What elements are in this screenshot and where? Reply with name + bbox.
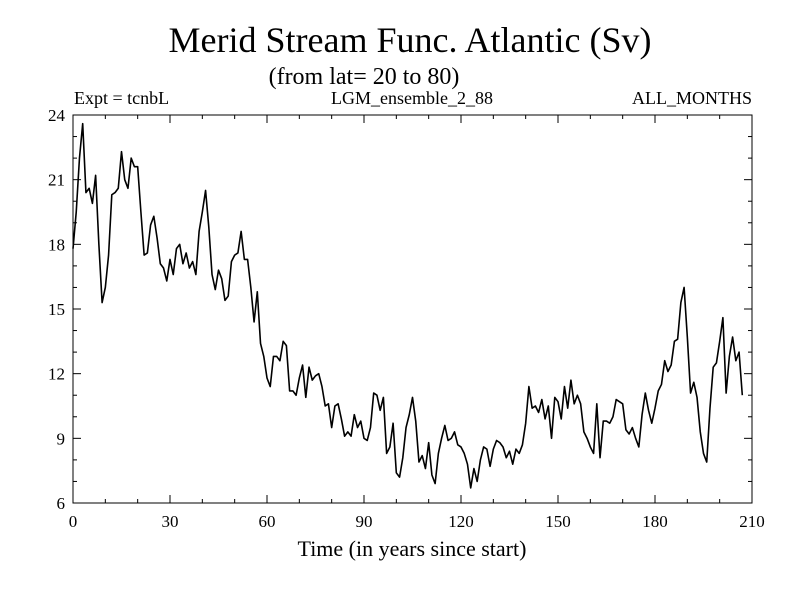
annotation-months: ALL_MONTHS (632, 88, 752, 108)
annotation-experiment: Expt = tcnbL (74, 88, 169, 108)
x-tick-label: 150 (545, 512, 571, 531)
chart-title: Merid Stream Func. Atlantic (Sv) (169, 20, 652, 60)
axis-tick-labels: 0 30 60 90 120 150 180 210 6 9 12 15 18 21 24 (48, 106, 765, 531)
y-tick-label: 21 (48, 171, 65, 190)
plot-frame (72, 114, 753, 504)
x-axis-label: Time (in years since start) (298, 536, 527, 561)
x-tick-label: 90 (356, 512, 373, 531)
y-tick-label: 6 (57, 494, 66, 513)
chart-subtitle: (from lat= 20 to 80) (269, 64, 460, 90)
y-tick-label: 24 (48, 106, 66, 125)
x-tick-label: 0 (69, 512, 78, 531)
y-tick-label: 9 (57, 429, 66, 448)
x-tick-label: 60 (259, 512, 276, 531)
x-tick-label: 210 (739, 512, 765, 531)
x-tick-label: 180 (642, 512, 668, 531)
y-tick-label: 12 (48, 365, 65, 384)
annotation-ensemble: LGM_ensemble_2_88 (331, 88, 493, 108)
x-tick-label: 30 (162, 512, 179, 531)
series-line (72, 122, 744, 489)
x-tick-label: 120 (448, 512, 474, 531)
axis-ticks (72, 114, 753, 504)
y-tick-label: 15 (48, 300, 65, 319)
y-tick-label: 18 (48, 235, 65, 254)
